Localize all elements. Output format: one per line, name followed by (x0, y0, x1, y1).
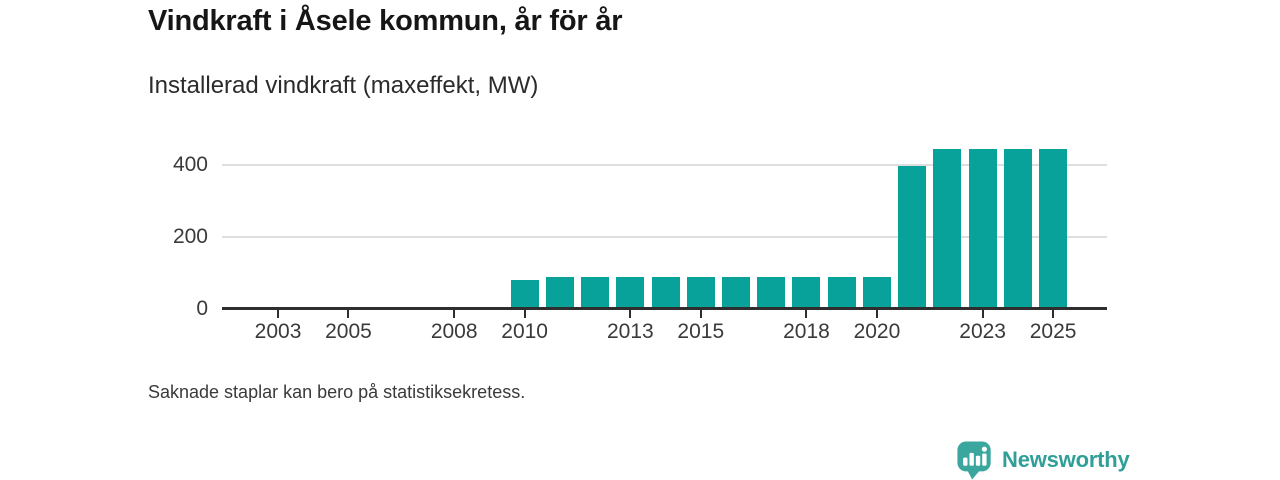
bar-2014 (651, 277, 680, 309)
x-tick-2018 (805, 310, 808, 318)
gridline-200 (222, 236, 1107, 238)
x-tick-label-2018: 2018 (783, 320, 830, 343)
newsworthy-logo: Newsworthy (956, 440, 1130, 480)
x-tick-2005 (347, 310, 350, 318)
x-tick-2015 (699, 310, 702, 318)
bar-2020 (862, 276, 891, 309)
x-tick-label-2013: 2013 (606, 320, 654, 343)
bar-2011 (545, 277, 574, 309)
x-tick-label-2005: 2005 (325, 320, 372, 343)
bar-2022 (933, 148, 962, 309)
bar-2023 (968, 148, 997, 309)
bar-2012 (581, 277, 610, 309)
x-tick-2003 (277, 310, 280, 318)
bar-2017 (757, 276, 786, 309)
x-tick-label-2020: 2020 (853, 320, 901, 343)
bar-2024 (1003, 148, 1032, 309)
chart-subtitle: Installerad vindkraft (maxeffekt, MW) (148, 72, 539, 99)
x-tick-label-2015: 2015 (677, 320, 725, 343)
footnote: Saknade staplar kan bero på statistiksek… (148, 382, 526, 402)
bar-2015 (686, 277, 715, 309)
bar-2021 (898, 165, 927, 309)
bar-2010 (510, 280, 539, 309)
x-tick-2020 (875, 310, 878, 318)
bar-2025 (1039, 148, 1068, 309)
bar-2019 (827, 276, 856, 309)
bar-2016 (722, 277, 751, 309)
x-tick-label-2023: 2023 (959, 320, 1006, 343)
bar-2013 (616, 277, 645, 309)
y-tick-label-400: 400 (172, 153, 208, 176)
x-tick-2025 (1052, 310, 1055, 318)
x-tick-label-2010: 2010 (501, 320, 548, 343)
x-tick-2013 (629, 310, 632, 318)
x-tick-2008 (453, 310, 456, 318)
gridline-400 (222, 164, 1107, 166)
x-tick-label-2003: 2003 (254, 320, 302, 343)
newsworthy-speech-bubble-bar-chart-icon (957, 441, 991, 480)
chart-title: Vindkraft i Åsele kommun, år för år (148, 5, 623, 37)
y-tick-label-200: 200 (172, 225, 208, 248)
bar-2018 (792, 276, 821, 309)
x-tick-2023 (981, 310, 984, 318)
x-tick-2010 (523, 310, 526, 318)
newsworthy-wordmark: Newsworthy (1002, 447, 1130, 472)
x-tick-label-2025: 2025 (1029, 320, 1077, 343)
x-axis-line (222, 307, 1107, 310)
x-tick-label-2008: 2008 (430, 320, 478, 343)
y-tick-label-0: 0 (196, 297, 208, 320)
